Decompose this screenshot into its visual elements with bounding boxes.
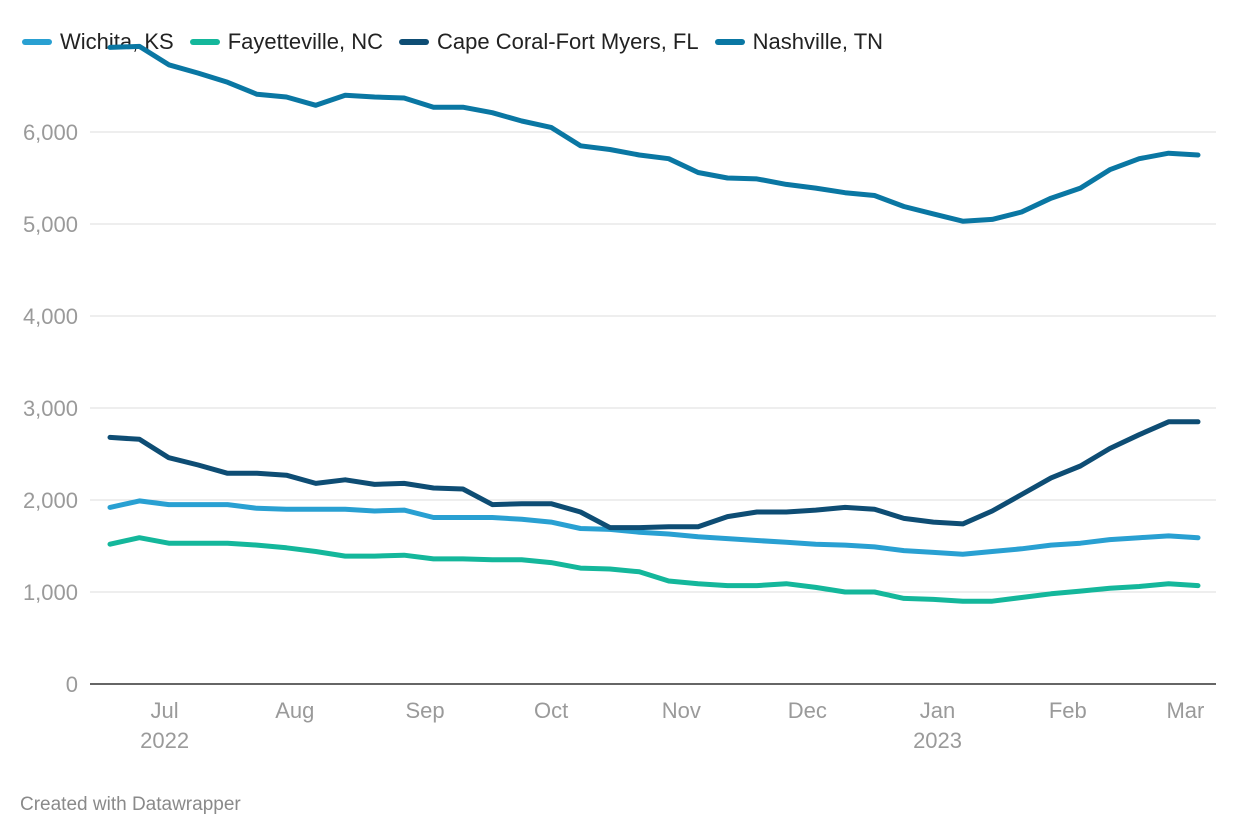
x-tick-label: Oct	[534, 698, 568, 723]
legend-item: Nashville, TN	[714, 29, 884, 55]
legend-item: Wichita, KS	[22, 29, 174, 55]
legend-swatch	[22, 39, 52, 45]
legend-item: Fayetteville, NC	[189, 29, 383, 55]
x-tick-label: Aug	[275, 698, 314, 723]
chart-legend: Wichita, KS Fayetteville, NC Cape Coral-Fo…	[22, 28, 899, 56]
x-tick-label: Jan	[920, 698, 955, 723]
x-tick-label: Mar	[1166, 698, 1204, 723]
legend-label: Fayetteville, NC	[227, 29, 383, 54]
x-tick-label: Feb	[1049, 698, 1087, 723]
x-tick-label: Jul	[151, 698, 179, 723]
datawrapper-credit: Created with Datawrapper	[20, 794, 241, 815]
gridlines	[90, 131, 1216, 593]
x-tick-label: Dec	[788, 698, 827, 723]
y-tick-label: 5,000	[23, 212, 78, 237]
x-tick-year-label: 2022	[140, 728, 189, 753]
legend-label: Cape Coral-Fort Myers, FL	[436, 29, 699, 54]
y-axis-tick-labels: 0 1,000 2,000 3,000 4,000 5,000 6,000	[23, 120, 78, 697]
y-tick-label: 6,000	[23, 120, 78, 145]
legend-item: Cape Coral-Fort Myers, FL	[398, 29, 699, 55]
y-tick-label: 4,000	[23, 304, 78, 329]
series-line-cape-coral-fort-myers-fl	[107, 419, 1201, 531]
x-tick-label: Nov	[662, 698, 701, 723]
legend-label: Nashville, TN	[752, 29, 884, 54]
legend-swatch	[398, 39, 429, 45]
series-line-fayetteville-nc	[107, 535, 1201, 604]
series-line-wichita-ks	[107, 498, 1201, 557]
y-tick-label: 2,000	[23, 488, 78, 513]
legend-label: Wichita, KS	[60, 29, 174, 54]
y-tick-label: 3,000	[23, 396, 78, 421]
y-tick-label: 0	[66, 672, 78, 697]
legend-swatch	[189, 39, 220, 45]
y-tick-label: 1,000	[23, 580, 78, 605]
x-tick-year-label: 2023	[913, 728, 962, 753]
series-line-nashville-tn	[107, 43, 1201, 224]
x-tick-label: Sep	[405, 698, 444, 723]
legend-swatch	[714, 39, 745, 45]
series-lines	[107, 43, 1201, 604]
x-axis-tick-labels: Jul 2022 Aug Sep Oct Nov Dec Jan 2023 Feb Mar	[140, 698, 1204, 753]
